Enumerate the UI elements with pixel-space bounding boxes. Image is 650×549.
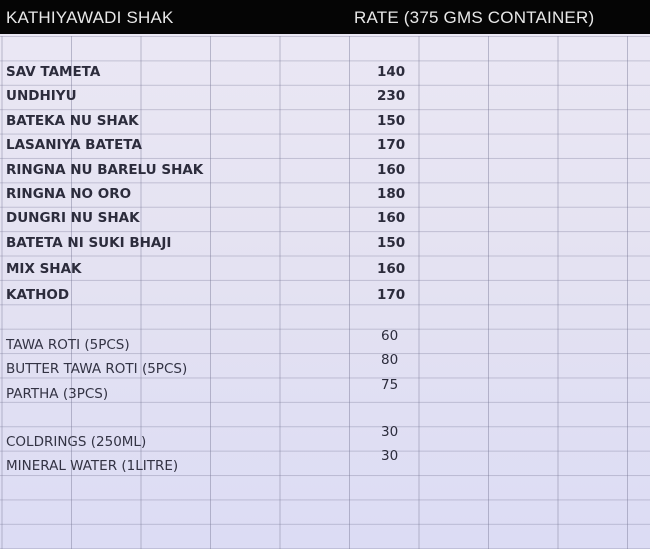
menu-item-rate: 30 <box>381 448 399 464</box>
menu-item-rate: 160 <box>377 261 406 277</box>
menu-item-name: BATETA NI SUKI BHAJI <box>6 235 172 251</box>
menu-item-name: RINGNA NO ORO <box>6 186 132 202</box>
menu-item-name: DUNGRI NU SHAK <box>6 210 140 226</box>
menu-item-rate: 170 <box>377 287 406 303</box>
spreadsheet-grid <box>0 36 650 549</box>
menu-item-name: COLDRINGS (250ML) <box>6 434 147 450</box>
menu-item-name: TAWA ROTI (5PCS) <box>6 337 130 353</box>
menu-item-rate: 30 <box>381 424 399 440</box>
menu-item-name: LASANIYA BATETA <box>6 137 142 153</box>
menu-item-name: MINERAL WATER (1LITRE) <box>6 458 179 474</box>
menu-item-name: KATHOD <box>6 287 70 303</box>
menu-item-rate: 180 <box>377 186 406 202</box>
menu-item-rate: 150 <box>377 113 406 129</box>
menu-item-rate: 160 <box>377 210 406 226</box>
menu-item-name: BATEKA NU SHAK <box>6 113 139 129</box>
menu-item-rate: 170 <box>377 137 406 153</box>
menu-item-rate: 75 <box>381 377 399 393</box>
menu-item-rate: 160 <box>377 162 406 178</box>
menu-item-name: MIX SHAK <box>6 261 82 277</box>
menu-item-name: PARTHA (3PCS) <box>6 386 109 402</box>
menu-item-rate: 150 <box>377 235 406 251</box>
menu-item-rate: 140 <box>377 64 406 80</box>
menu-item-rate: 230 <box>377 88 406 104</box>
menu-item-name: RINGNA NU BARELU SHAK <box>6 162 204 178</box>
rate-column-header: RATE (375 GMS CONTAINER) <box>354 8 595 27</box>
menu-item-name: SAV TAMETA <box>6 64 101 80</box>
menu-item-rate: 80 <box>381 352 399 368</box>
menu-item-name: UNDHIYU <box>6 88 77 104</box>
menu-item-rate: 60 <box>381 328 399 344</box>
menu-item-name: BUTTER TAWA ROTI (5PCS) <box>6 361 188 377</box>
header-row: KATHIYAWADI SHAK RATE (375 GMS CONTAINER… <box>0 0 650 34</box>
section-title: KATHIYAWADI SHAK <box>6 8 174 27</box>
